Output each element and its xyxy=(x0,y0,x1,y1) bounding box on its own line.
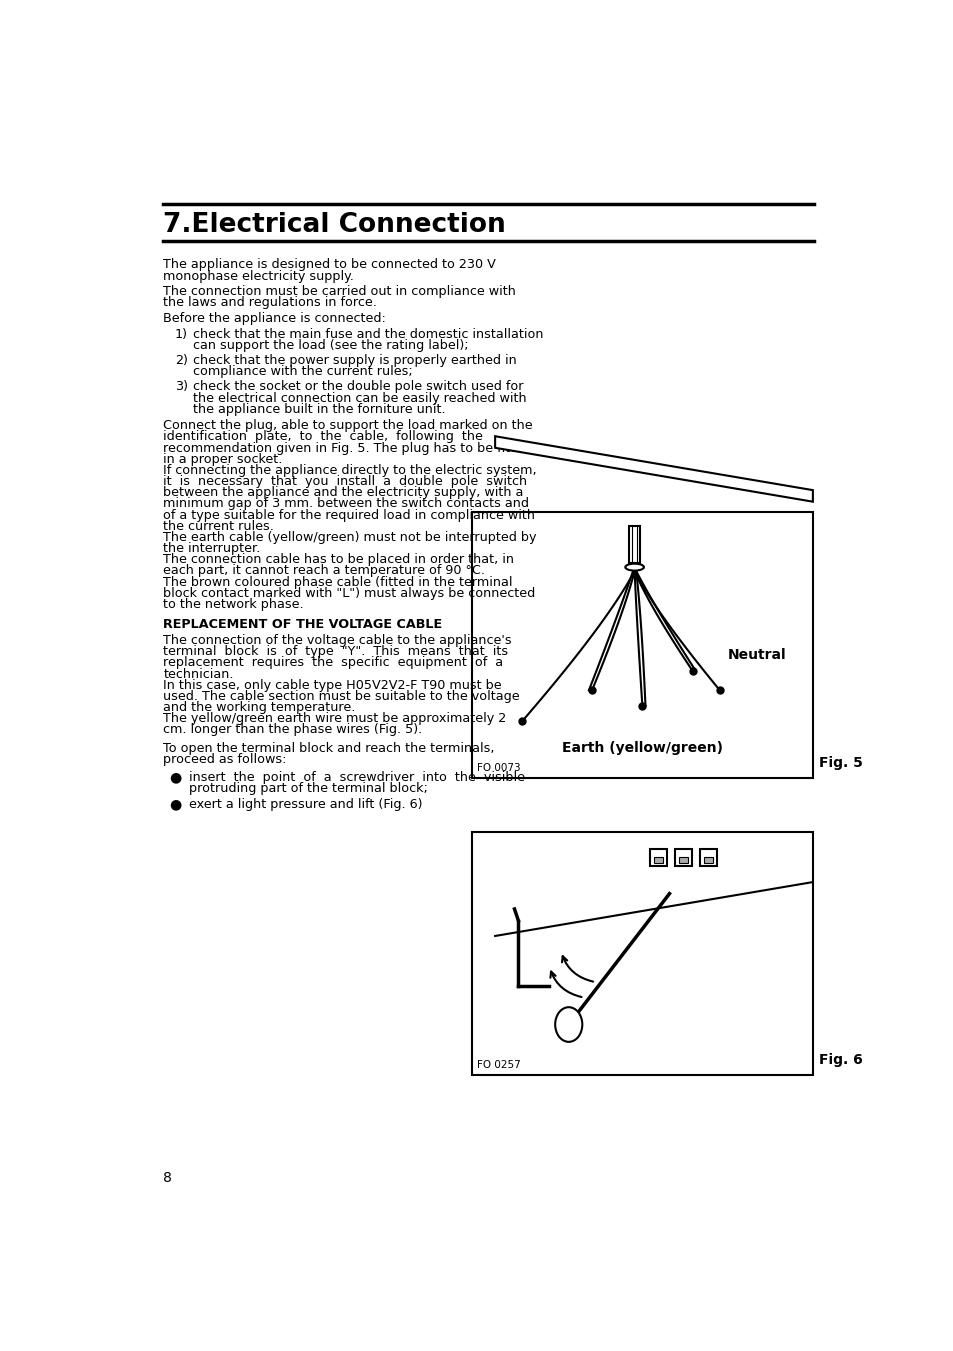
Text: Fig. 5: Fig. 5 xyxy=(819,757,862,770)
Text: replacement  requires  the  specific  equipment  of  a: replacement requires the specific equipm… xyxy=(163,657,503,670)
Text: compliance with the current rules;: compliance with the current rules; xyxy=(193,365,413,378)
Bar xyxy=(703,857,712,863)
Text: the current rules.: the current rules. xyxy=(163,520,274,532)
Text: The appliance is designed to be connected to 230 V: The appliance is designed to be connecte… xyxy=(163,258,496,272)
Text: of a type suitable for the required load in compliance with: of a type suitable for the required load… xyxy=(163,508,535,521)
Text: identification  plate,  to  the  cable,  following  the: identification plate, to the cable, foll… xyxy=(163,431,483,443)
Bar xyxy=(472,512,812,778)
Text: cm. longer than the phase wires (Fig. 5).: cm. longer than the phase wires (Fig. 5)… xyxy=(163,723,422,736)
Text: the interrupter.: the interrupter. xyxy=(163,542,260,555)
Bar xyxy=(679,857,687,863)
Text: Connect the plug, able to support the load marked on the: Connect the plug, able to support the lo… xyxy=(163,419,533,432)
Ellipse shape xyxy=(624,563,643,570)
Text: FO 0257: FO 0257 xyxy=(476,1061,519,1070)
Text: used. The cable section must be suitable to the voltage: used. The cable section must be suitable… xyxy=(163,690,519,703)
Text: in a proper socket.: in a proper socket. xyxy=(163,453,282,466)
Text: 2): 2) xyxy=(174,354,188,367)
Text: The connection of the voltage cable to the appliance's: The connection of the voltage cable to t… xyxy=(163,634,512,647)
Text: minimum gap of 3 mm. between the switch contacts and: minimum gap of 3 mm. between the switch … xyxy=(163,497,529,511)
Text: ●: ● xyxy=(169,797,181,812)
Text: FO 0073: FO 0073 xyxy=(476,763,519,774)
Text: it  is  necessary  that  you  install  a  double  pole  switch: it is necessary that you install a doubl… xyxy=(163,476,527,488)
Text: exert a light pressure and lift (Fig. 6): exert a light pressure and lift (Fig. 6) xyxy=(189,797,422,811)
Text: recommendation given in Fig. 5. The plug has to be fitted: recommendation given in Fig. 5. The plug… xyxy=(163,442,531,455)
Text: Before the appliance is connected:: Before the appliance is connected: xyxy=(163,312,386,326)
Text: Fig. 6: Fig. 6 xyxy=(819,1052,862,1067)
Text: to the network phase.: to the network phase. xyxy=(163,598,304,611)
Text: between the appliance and the electricity supply, with a: between the appliance and the electricit… xyxy=(163,486,523,500)
Text: The earth cable (yellow/green) must not be interrupted by: The earth cable (yellow/green) must not … xyxy=(163,531,537,544)
Bar xyxy=(699,848,716,866)
Text: REPLACEMENT OF THE VOLTAGE CABLE: REPLACEMENT OF THE VOLTAGE CABLE xyxy=(163,619,442,631)
Text: Neutral: Neutral xyxy=(727,648,785,662)
Text: 1): 1) xyxy=(174,328,188,340)
Bar xyxy=(654,857,662,863)
Text: If connecting the appliance directly to the electric system,: If connecting the appliance directly to … xyxy=(163,463,537,477)
Bar xyxy=(649,848,666,866)
Text: 3): 3) xyxy=(174,381,188,393)
Text: To open the terminal block and reach the terminals,: To open the terminal block and reach the… xyxy=(163,742,495,755)
Text: technician.: technician. xyxy=(163,667,233,681)
Text: the laws and regulations in force.: the laws and regulations in force. xyxy=(163,296,376,309)
Text: insert  the  point  of  a  screwdriver  into  the  visible: insert the point of a screwdriver into t… xyxy=(189,771,524,784)
Text: The yellow/green earth wire must be approximately 2: The yellow/green earth wire must be appr… xyxy=(163,712,506,725)
Bar xyxy=(629,527,639,562)
Text: and the working temperature.: and the working temperature. xyxy=(163,701,355,715)
Text: 8: 8 xyxy=(163,1171,172,1185)
Text: ●: ● xyxy=(169,771,181,785)
Bar xyxy=(674,848,691,866)
Text: 7.Electrical Connection: 7.Electrical Connection xyxy=(163,212,506,238)
Text: protruding part of the terminal block;: protruding part of the terminal block; xyxy=(189,782,428,794)
Text: the appliance built in the forniture unit.: the appliance built in the forniture uni… xyxy=(193,403,445,416)
Text: In this case, only cable type H05V2V2-F T90 must be: In this case, only cable type H05V2V2-F … xyxy=(163,678,501,692)
Text: Earth (yellow/green): Earth (yellow/green) xyxy=(561,742,722,755)
Text: block contact marked with "L") must always be connected: block contact marked with "L") must alwa… xyxy=(163,586,536,600)
Bar xyxy=(472,832,812,1074)
Text: check that the power supply is properly earthed in: check that the power supply is properly … xyxy=(193,354,517,367)
Text: the electrical connection can be easily reached with: the electrical connection can be easily … xyxy=(193,392,526,404)
Text: each part, it cannot reach a temperature of 90 °C.: each part, it cannot reach a temperature… xyxy=(163,565,485,577)
Text: The connection cable has to be placed in order that, in: The connection cable has to be placed in… xyxy=(163,554,514,566)
Polygon shape xyxy=(495,436,812,501)
Text: check that the main fuse and the domestic installation: check that the main fuse and the domesti… xyxy=(193,328,543,340)
Ellipse shape xyxy=(555,1008,581,1042)
Text: check the socket or the double pole switch used for: check the socket or the double pole swit… xyxy=(193,381,523,393)
Text: terminal  block  is  of  type  "Y".  This  means  that  its: terminal block is of type "Y". This mean… xyxy=(163,646,508,658)
Text: The brown coloured phase cable (fitted in the terminal: The brown coloured phase cable (fitted i… xyxy=(163,576,513,589)
Text: The connection must be carried out in compliance with: The connection must be carried out in co… xyxy=(163,285,516,299)
Text: proceed as follows:: proceed as follows: xyxy=(163,754,287,766)
Text: monophase electricity supply.: monophase electricity supply. xyxy=(163,270,354,282)
Text: can support the load (see the rating label);: can support the load (see the rating lab… xyxy=(193,339,468,353)
